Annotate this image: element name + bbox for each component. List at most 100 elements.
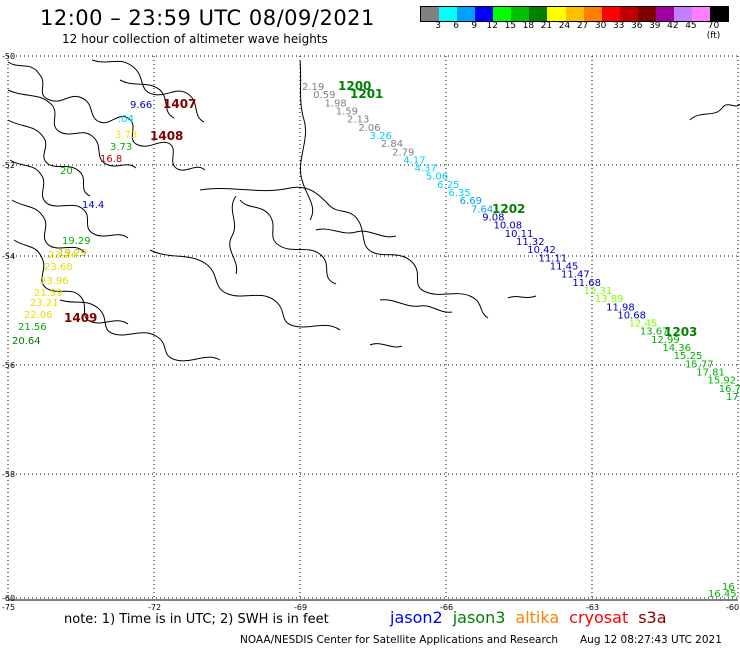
wave-height-obs: 12.99 bbox=[651, 335, 680, 346]
colorbar-label: 45 bbox=[685, 21, 697, 31]
wave-height-obs: 13.31 bbox=[584, 286, 613, 297]
pass-time-label: 1407 bbox=[163, 97, 196, 111]
pass-time-label: 1408 bbox=[150, 129, 183, 143]
lat-tick-label: -52 bbox=[2, 161, 15, 170]
wave-height-obs: 4.17 bbox=[403, 155, 425, 166]
pass-time-label: 1203 bbox=[664, 325, 697, 339]
colorbar-label: 18 bbox=[522, 21, 535, 31]
wave-height-obs: .04 bbox=[118, 114, 134, 125]
lon-tick-label: -69 bbox=[294, 603, 307, 612]
wave-height-obs: 9.66 bbox=[130, 100, 152, 111]
wave-height-obs: 3.26 bbox=[370, 131, 392, 142]
lon-tick-label: -75 bbox=[2, 603, 15, 612]
footer-credit: NOAA/NESDIS Center for Satellite Applica… bbox=[240, 634, 558, 646]
wave-height-obs: 23.21 bbox=[30, 298, 59, 309]
colorbar-swatch bbox=[691, 7, 710, 21]
colorbar-swatch bbox=[619, 7, 638, 21]
coastline bbox=[7, 59, 740, 362]
wave-height-obs: 16.71 bbox=[719, 384, 740, 395]
wave-height-obs: 11.45 bbox=[550, 261, 579, 272]
wave-height-obs: 2.84 bbox=[381, 139, 403, 150]
wave-height-obs: 16 bbox=[722, 582, 735, 593]
wave-height-obs: 15.25 bbox=[674, 351, 703, 362]
satellite-legend-item: cryosat bbox=[569, 608, 629, 627]
wave-height-obs: 7.64 bbox=[471, 204, 493, 215]
wave-height-obs: 22.06 bbox=[24, 310, 53, 321]
wave-height-obs: 10.42 bbox=[527, 245, 556, 256]
wave-height-obs: 19.29 bbox=[58, 248, 87, 259]
wave-height-obs: 17 bbox=[726, 392, 739, 403]
colorbar-swatch bbox=[493, 7, 512, 21]
colorbar-label: 3 bbox=[435, 21, 441, 31]
wave-height-obs: 23.96 bbox=[40, 276, 69, 287]
wave-height-obs: 11.98 bbox=[606, 302, 635, 313]
lat-lon-grid: -50-52-54-56-58-60-75 -72 -69 -66 -63 -60 bbox=[2, 52, 739, 612]
satellite-legend: jason2 jason3 altika cryosat s3a bbox=[390, 608, 677, 627]
wave-height-obs: 16.8 bbox=[100, 154, 122, 165]
wave-height-obs: 2.79 bbox=[392, 147, 414, 158]
colorbar-label: 21 bbox=[540, 21, 553, 31]
colorbar-label: 6 bbox=[453, 21, 459, 31]
wave-height-obs: 16.45 bbox=[708, 589, 737, 600]
colorbar-swatch bbox=[421, 7, 440, 21]
lon-tick-label: -66 bbox=[440, 603, 453, 612]
pass-time-label: 1202 bbox=[492, 202, 525, 216]
wave-height-obs: 23.68 bbox=[44, 262, 73, 273]
wave-height-obs: 17.81 bbox=[696, 368, 725, 379]
colorbar-swatch bbox=[565, 7, 584, 21]
wave-height-obs: 13.89 bbox=[595, 294, 624, 305]
wave-height-obs: 13.67 bbox=[640, 327, 669, 338]
wave-height-obs: 11.32 bbox=[516, 237, 545, 248]
colorbar-swatch bbox=[583, 7, 602, 21]
colorbar-swatch bbox=[475, 7, 494, 21]
wave-height-obs: 5.06 bbox=[426, 172, 448, 183]
wave-height-obs: 10.08 bbox=[493, 221, 522, 232]
colorbar-swatch bbox=[637, 7, 656, 21]
wave-height-obs: 14.36 bbox=[662, 343, 691, 354]
wave-height-obs: 11.47 bbox=[561, 270, 590, 281]
colorbar-label: 30 bbox=[594, 21, 607, 31]
colorbar-swatch bbox=[511, 7, 530, 21]
colorbar-labels: 3 6 9 12 15 18 21 24 27 30 33 36 39 42 45 70 (ft) bbox=[420, 21, 727, 41]
wave-height-obs: 19.29 bbox=[62, 236, 91, 247]
lat-tick-label: -56 bbox=[2, 361, 15, 370]
colorbar-swatch bbox=[601, 7, 620, 21]
colorbar-swatch bbox=[673, 7, 692, 21]
wave-height-obs: 6.35 bbox=[448, 188, 470, 199]
pass-time-label: 1200 bbox=[338, 79, 371, 93]
colorbar-label: 42 bbox=[667, 21, 679, 31]
wave-height-obs: 1.59 bbox=[336, 106, 358, 117]
wave-height-obs: 1.98 bbox=[325, 98, 347, 109]
colorbar-swatch bbox=[547, 7, 566, 21]
wave-height-obs: 2.19 bbox=[302, 82, 324, 93]
lat-tick-label: -54 bbox=[2, 252, 15, 261]
colorbar-swatch bbox=[457, 7, 476, 21]
colorbar-label: 70 (ft) bbox=[706, 21, 721, 41]
wave-height-obs: 15.92 bbox=[707, 376, 736, 387]
wave-height-obs: 4.37 bbox=[415, 164, 437, 175]
lat-tick-label: -58 bbox=[2, 470, 15, 479]
satellite-legend-item: jason2 bbox=[390, 608, 443, 627]
pass-time-label: 1409 bbox=[64, 311, 97, 325]
wave-height-obs: 3.73 bbox=[115, 130, 137, 141]
wave-height-obs: 10.68 bbox=[617, 310, 646, 321]
wave-height-colorbar bbox=[420, 6, 729, 22]
wave-height-obs: 20 bbox=[60, 166, 73, 177]
satellite-legend-item: s3a bbox=[638, 608, 667, 627]
colorbar-label: 9 bbox=[471, 21, 478, 31]
colorbar-label: 33 bbox=[612, 21, 625, 31]
lon-tick-label: -60 bbox=[726, 603, 739, 612]
wave-height-obs: 6.25 bbox=[437, 180, 459, 191]
pass-time-label: 1201 bbox=[350, 87, 383, 101]
map-title: 12:00 – 23:59 UTC 08/09/2021 bbox=[40, 6, 375, 30]
satellite-legend-item: jason3 bbox=[452, 608, 506, 627]
lat-tick-label: -50 bbox=[2, 52, 15, 61]
lon-tick-label: -63 bbox=[586, 603, 599, 612]
colorbar-swatch bbox=[710, 7, 729, 21]
wave-height-obs: 6.69 bbox=[460, 196, 482, 207]
wave-height-obs: 2.13 bbox=[347, 115, 369, 126]
map-subtitle: 12 hour collection of altimeter wave hei… bbox=[62, 32, 328, 46]
colorbar-label: 36 bbox=[631, 21, 643, 31]
wave-height-obs: 2.06 bbox=[358, 123, 380, 134]
wave-height-obs: 21.56 bbox=[18, 322, 47, 333]
